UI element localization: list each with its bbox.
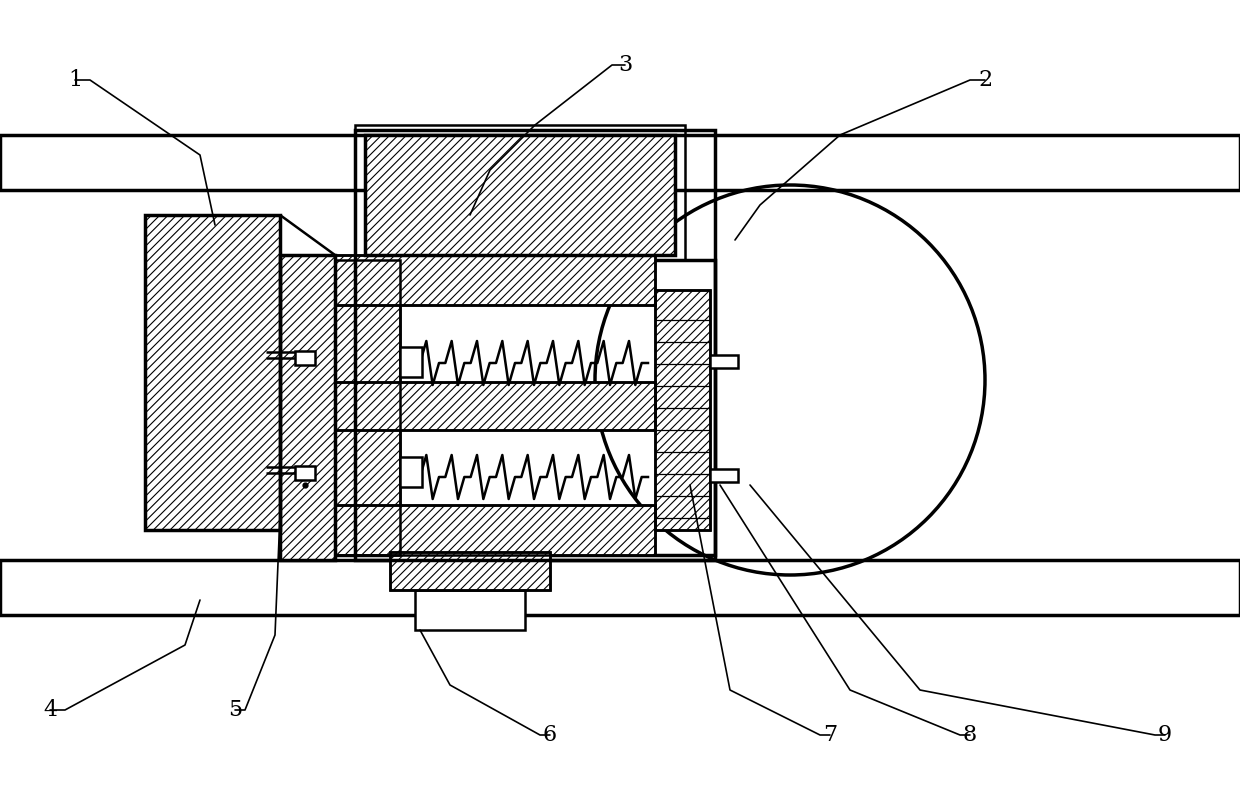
Bar [295,466,315,480]
Bar [280,255,335,560]
Text: 3: 3 [618,54,632,76]
Bar [391,552,551,590]
Text: 4: 4 [43,699,57,721]
Bar [335,255,655,305]
Bar [335,260,401,555]
Text: 9: 9 [1158,724,1172,746]
Bar [335,255,655,305]
Bar [145,215,280,530]
Bar [365,135,675,255]
Text: 5: 5 [228,699,242,721]
Text: 7: 7 [823,724,837,746]
Bar [335,382,655,430]
Bar [711,469,738,482]
Bar [355,125,684,260]
Bar [365,135,675,255]
Bar [711,355,738,368]
Bar [335,505,655,555]
Bar [355,130,715,560]
Text: 2: 2 [978,69,992,91]
Bar [391,552,551,590]
Bar [655,290,711,530]
Bar [0,560,1240,615]
Bar [295,351,315,365]
Bar [401,347,422,377]
Bar [415,590,525,630]
Bar [335,382,655,430]
Text: 8: 8 [963,724,977,746]
Bar [655,290,711,530]
Bar [145,215,280,530]
Bar [335,260,715,555]
Bar [335,260,401,555]
Bar [280,255,335,560]
Bar [401,457,422,487]
Text: 6: 6 [543,724,557,746]
Text: 1: 1 [68,69,82,91]
Bar [335,505,655,555]
Bar [0,135,1240,190]
